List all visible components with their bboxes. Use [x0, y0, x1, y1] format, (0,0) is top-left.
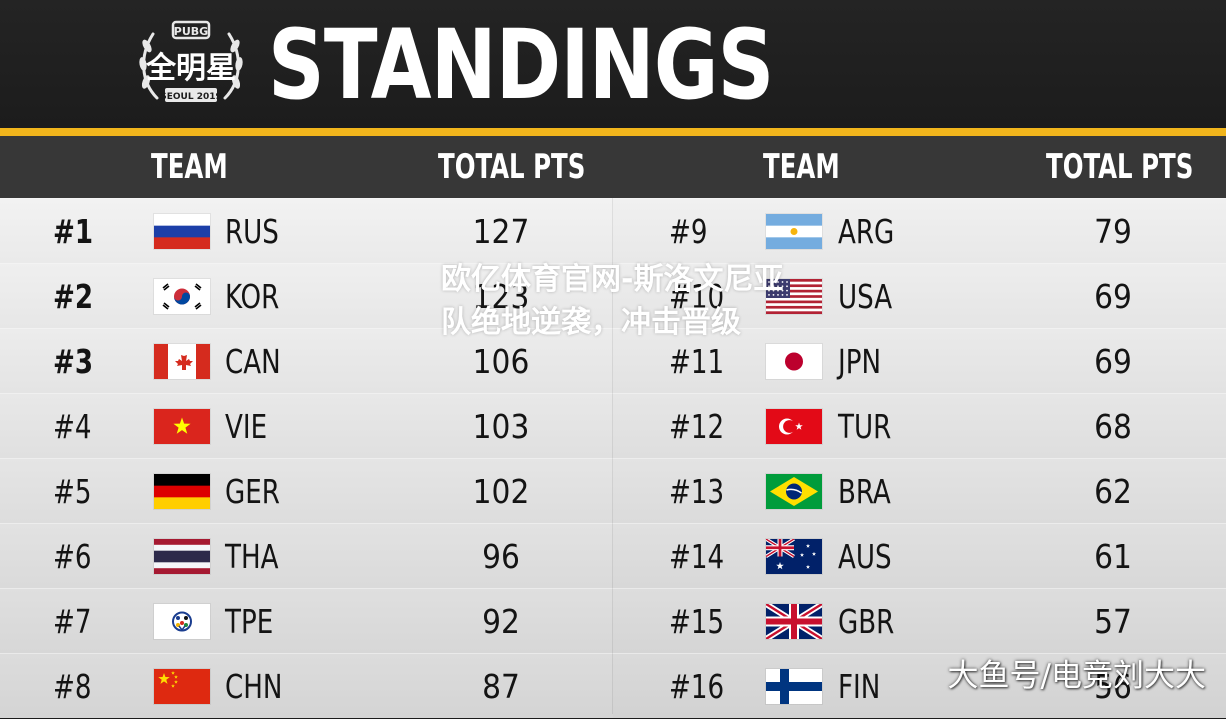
team-code: ARG [838, 212, 895, 251]
logo-name-text: 全明星 [145, 51, 236, 86]
south-korea-flag [154, 279, 210, 314]
team-code: RUS [225, 212, 279, 251]
total-points: 61 [1094, 537, 1132, 576]
overlay-headline: 欧亿体育官网-斯洛文尼亚队绝地逆袭，冲击晋级 [441, 262, 784, 340]
table-row: #10 USA 69 [613, 263, 1226, 328]
column-header-team: TEAM [151, 147, 228, 187]
total-points: 87 [482, 667, 520, 706]
rank-label: #2 [53, 277, 94, 316]
table-row: #1 RUS 127 [0, 198, 613, 263]
table-row: #3 CAN 106 [0, 328, 613, 393]
table-row: #9 ARG 79 [613, 198, 1226, 263]
team-code: GBR [838, 602, 895, 641]
team-code: BRA [838, 472, 891, 511]
total-points: 69 [1094, 277, 1132, 316]
table-row: #16 FIN 56 [613, 653, 1226, 718]
team-code: THA [225, 537, 279, 576]
table-row: #12 TUR 68 [613, 393, 1226, 458]
rank-label: #10 [669, 277, 725, 316]
rank-label: #16 [669, 667, 725, 706]
table-row: #7 TPE 92 [0, 588, 613, 653]
total-points: 79 [1094, 212, 1132, 251]
table-row: #8 CHN 87 [0, 653, 613, 718]
column-header-team: TEAM [763, 147, 840, 187]
total-points: 62 [1094, 472, 1132, 511]
canada-flag [154, 344, 210, 379]
standings-table: #1 RUS 127 #2 KOR 123 #3 CAN 106 #4 VIE 103 #5 GER 10… [0, 198, 1226, 718]
turkey-flag [766, 409, 822, 444]
total-points: 68 [1094, 407, 1132, 446]
finland-flag [766, 669, 822, 704]
rank-label: #9 [669, 212, 708, 251]
uk-flag [766, 604, 822, 639]
logo-badge-text: PUBG [174, 25, 208, 38]
rank-label: #12 [669, 407, 725, 446]
chinese-taipei-flag [154, 604, 210, 639]
page-title: STANDINGS [268, 9, 774, 121]
total-points: 127 [472, 212, 530, 251]
rank-label: #11 [669, 342, 725, 381]
team-code: TPE [225, 602, 274, 641]
team-code: KOR [225, 277, 280, 316]
team-code: GER [225, 472, 280, 511]
total-points: 96 [482, 537, 520, 576]
rank-label: #15 [669, 602, 725, 641]
total-points: 57 [1094, 602, 1132, 641]
brazil-flag [766, 474, 822, 509]
rank-label: #6 [53, 537, 92, 576]
rank-label: #5 [53, 472, 92, 511]
team-code: CHN [225, 667, 283, 706]
rank-label: #8 [53, 667, 92, 706]
total-points: 56 [1094, 667, 1132, 706]
rank-label: #14 [669, 537, 725, 576]
column-header-total-pts: TOTAL PTS [438, 147, 586, 187]
team-code: CAN [225, 342, 281, 381]
team-code: JPN [838, 342, 881, 381]
table-row: #13 BRA 62 [613, 458, 1226, 523]
team-code: VIE [225, 407, 268, 446]
argentina-flag [766, 214, 822, 249]
rank-label: #3 [53, 342, 94, 381]
column-header-left: TEAM TOTAL PTS [0, 136, 613, 198]
total-points: 102 [472, 472, 530, 511]
column-divider [612, 198, 613, 714]
thailand-flag [154, 539, 210, 574]
table-row: #2 KOR 123 [0, 263, 613, 328]
table-row: #14 AUS 61 [613, 523, 1226, 588]
team-code: FIN [838, 667, 881, 706]
table-row: #11 JPN 69 [613, 328, 1226, 393]
rank-label: #1 [53, 212, 94, 251]
table-row: #6 THA 96 [0, 523, 613, 588]
table-row: #4 VIE 103 [0, 393, 613, 458]
total-points: 123 [472, 277, 530, 316]
watermark-text: 大鱼号/电竞刘大大 [947, 658, 1206, 694]
total-points: 103 [472, 407, 530, 446]
vietnam-flag [154, 409, 210, 444]
total-points: 92 [482, 602, 520, 641]
pubg-all-stars-logo: PUBG 全明星 SEOUL 2019 [139, 20, 243, 102]
japan-flag [766, 344, 822, 379]
usa-flag [766, 279, 822, 314]
team-code: USA [838, 277, 893, 316]
rank-label: #4 [53, 407, 92, 446]
column-header-right: TEAM TOTAL PTS [613, 136, 1226, 198]
australia-flag [766, 539, 822, 574]
accent-stripe [0, 128, 1226, 136]
team-code: TUR [838, 407, 892, 446]
russia-flag [154, 214, 210, 249]
rank-label: #13 [669, 472, 725, 511]
column-header-total-pts: TOTAL PTS [1046, 147, 1194, 187]
rank-label: #7 [53, 602, 92, 641]
logo-sub-text: SEOUL 2019 [160, 92, 222, 102]
total-points: 106 [472, 342, 530, 381]
header-bar: PUBG 全明星 SEOUL 2019 STANDINGS [0, 0, 1226, 128]
team-code: AUS [838, 537, 892, 576]
table-row: #5 GER 102 [0, 458, 613, 523]
china-flag [154, 669, 210, 704]
total-points: 69 [1094, 342, 1132, 381]
germany-flag [154, 474, 210, 509]
table-row: #15 GBR 57 [613, 588, 1226, 653]
